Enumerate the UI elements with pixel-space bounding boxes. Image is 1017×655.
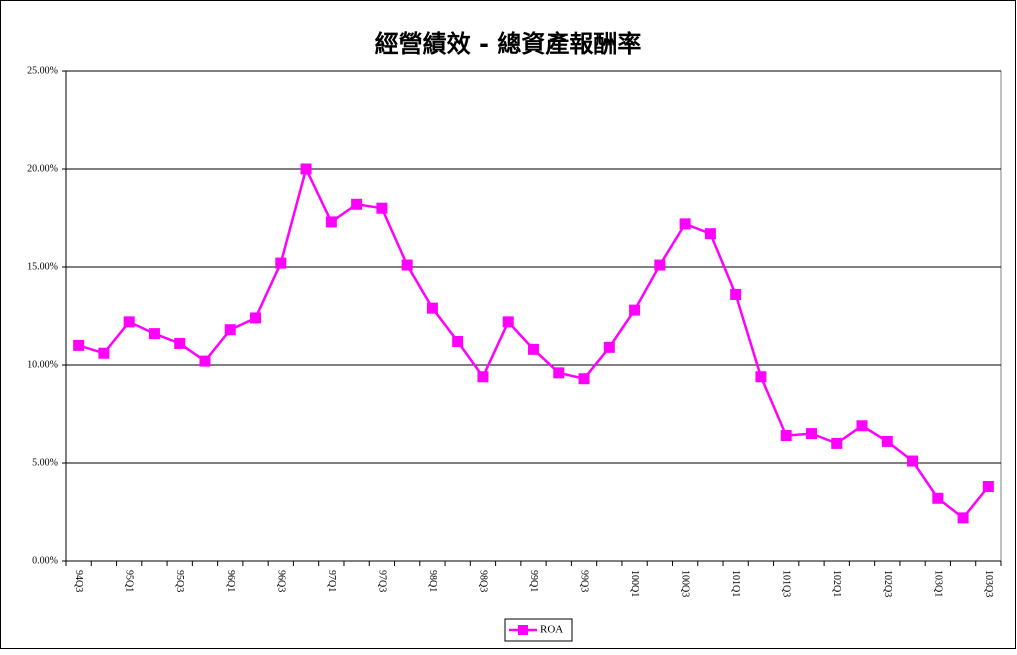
legend-box <box>504 618 573 642</box>
x-tick-label: 101Q1 <box>730 570 741 597</box>
marker <box>477 371 489 383</box>
marker <box>982 481 994 493</box>
legend-label: ROA <box>540 624 563 636</box>
x-tick-label: 102Q3 <box>882 570 893 597</box>
marker <box>351 198 363 210</box>
marker <box>426 302 438 314</box>
marker <box>174 337 186 349</box>
x-tick-label: 103Q3 <box>983 570 994 597</box>
x-tick-label: 99Q3 <box>579 570 590 592</box>
x-tick-label: 100Q3 <box>680 570 691 597</box>
x-tick-label: 97Q3 <box>376 570 387 592</box>
x-tick-label: 101Q3 <box>781 570 792 597</box>
chart-title: 經營績效 - 總資產報酬率 <box>375 30 642 58</box>
x-tick-label: 96Q1 <box>225 570 236 592</box>
x-tick-label: 102Q1 <box>831 570 842 597</box>
marker <box>452 335 464 347</box>
marker <box>603 341 615 353</box>
legend-marker <box>518 625 528 635</box>
marker <box>730 288 742 300</box>
marker <box>629 304 641 316</box>
x-tick-label: 95Q3 <box>174 570 185 592</box>
x-tick-label: 95Q1 <box>124 570 135 592</box>
marker <box>199 355 211 367</box>
marker <box>957 512 969 524</box>
marker <box>654 259 666 271</box>
marker <box>376 202 388 214</box>
marker <box>805 428 817 440</box>
y-tick-label: 5.00% <box>32 457 58 468</box>
marker <box>73 339 85 351</box>
y-tick-label: 0.00% <box>32 555 58 566</box>
marker <box>98 347 110 359</box>
x-tick-label: 97Q1 <box>326 570 337 592</box>
marker <box>755 371 767 383</box>
marker <box>553 367 565 379</box>
marker <box>123 316 135 328</box>
marker <box>578 373 590 385</box>
x-tick-label: 98Q1 <box>427 570 438 592</box>
x-tick-label: 94Q3 <box>73 570 84 592</box>
y-tick-label: 15.00% <box>27 261 58 272</box>
marker <box>780 430 792 442</box>
x-tick-label: 100Q1 <box>629 570 640 597</box>
x-tick-label: 96Q3 <box>275 570 286 592</box>
x-tick-label: 103Q1 <box>932 570 943 597</box>
marker <box>856 420 868 432</box>
y-tick-label: 25.00% <box>27 65 58 76</box>
marker <box>401 259 413 271</box>
marker <box>704 228 716 240</box>
y-tick-label: 20.00% <box>27 163 58 174</box>
marker <box>907 455 919 467</box>
marker <box>300 163 312 175</box>
x-tick-label: 98Q3 <box>477 570 488 592</box>
marker <box>679 218 691 230</box>
marker <box>528 343 539 355</box>
marker <box>250 312 262 324</box>
marker <box>831 437 843 449</box>
marker <box>932 492 944 504</box>
marker <box>325 216 337 228</box>
marker <box>148 328 160 340</box>
marker <box>881 435 893 447</box>
marker <box>502 316 514 328</box>
y-tick-label: 10.00% <box>27 359 58 370</box>
marker <box>275 257 287 269</box>
x-tick-label: 99Q1 <box>528 570 539 592</box>
plot-area <box>65 70 1002 562</box>
marker <box>224 324 236 336</box>
